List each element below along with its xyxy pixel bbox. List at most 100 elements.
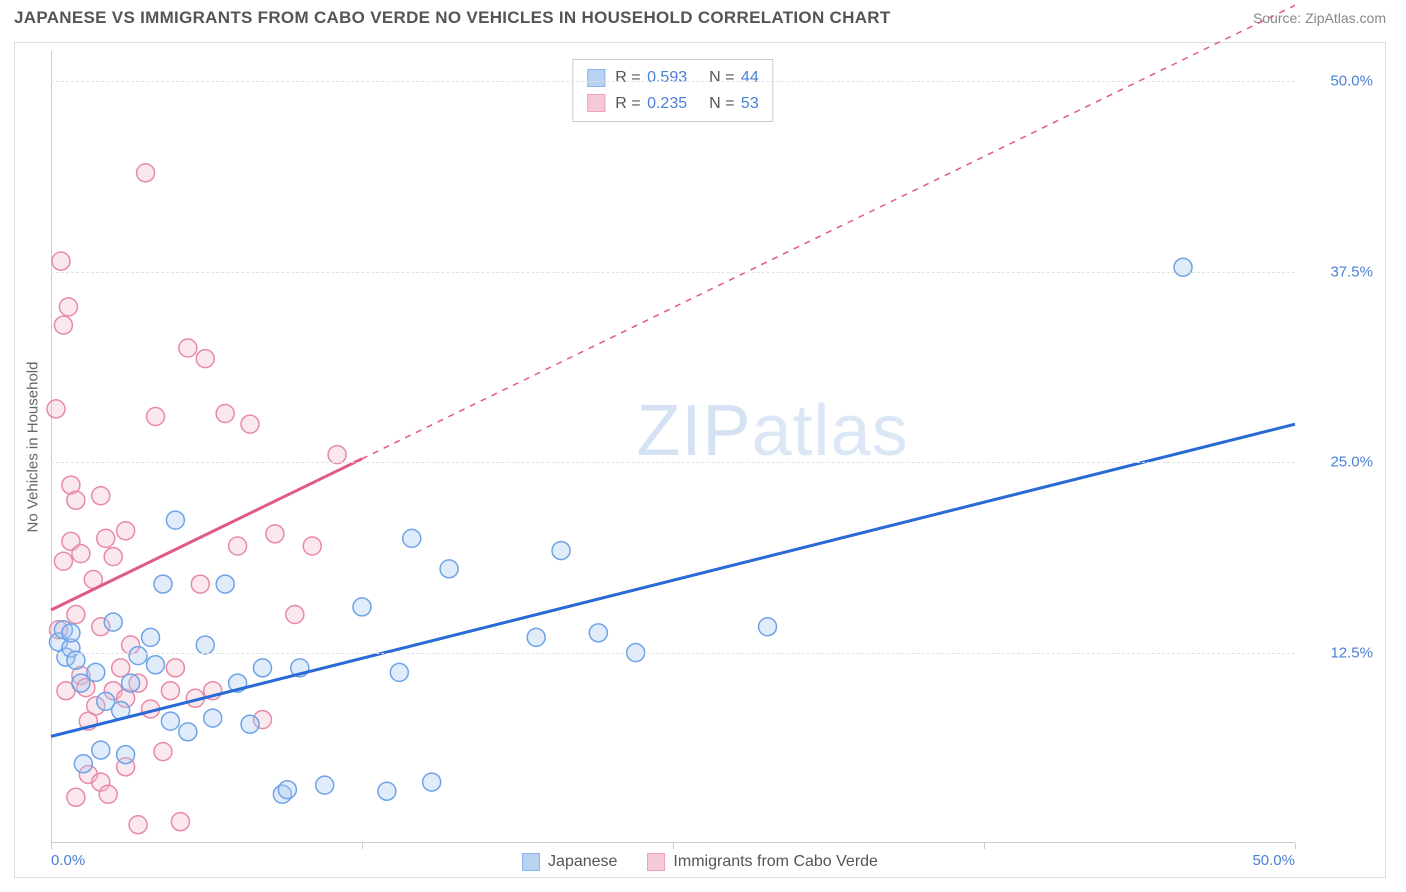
data-point-cabo_verde [97,529,115,547]
data-point-cabo_verde [92,487,110,505]
stats-legend: R = 0.593N = 44R = 0.235N = 53 [572,59,773,122]
data-point-japanese [74,755,92,773]
y-axis-label: No Vehicles in Household [25,362,42,533]
data-point-japanese [216,575,234,593]
data-point-japanese [253,659,271,677]
n-label: N = 44 [709,65,759,91]
data-point-cabo_verde [104,548,122,566]
r-value: 0.235 [647,95,687,112]
data-point-cabo_verde [67,788,85,806]
source-label: Source: ZipAtlas.com [1253,10,1386,26]
trendline-japanese [51,424,1295,736]
data-point-cabo_verde [161,682,179,700]
data-point-japanese [62,624,80,642]
data-point-japanese [87,663,105,681]
n-value: 53 [741,95,759,112]
data-point-japanese [204,709,222,727]
x-tick-label: 0.0% [51,852,85,869]
data-point-cabo_verde [303,537,321,555]
data-point-japanese [146,656,164,674]
data-point-cabo_verde [196,350,214,368]
x-tick-label: 50.0% [1252,852,1295,869]
trendline-dashed-cabo_verde [362,5,1295,458]
data-point-japanese [179,723,197,741]
data-point-japanese [142,628,160,646]
data-point-japanese [92,741,110,759]
y-tick-label: 12.5% [1330,644,1373,661]
data-point-cabo_verde [129,816,147,834]
data-point-japanese [154,575,172,593]
data-point-cabo_verde [266,525,284,543]
data-point-japanese [122,674,140,692]
gridline-h [51,653,1295,654]
data-point-cabo_verde [286,606,304,624]
legend-item-japanese: Japanese [522,853,617,871]
data-point-cabo_verde [54,316,72,334]
y-tick-label: 37.5% [1330,263,1373,280]
n-label: N = 53 [709,91,759,117]
data-point-cabo_verde [52,252,70,270]
data-point-japanese [196,636,214,654]
n-value: 44 [741,69,759,86]
data-point-cabo_verde [59,298,77,316]
gridline-h [51,81,1295,82]
data-point-cabo_verde [137,164,155,182]
data-point-cabo_verde [166,659,184,677]
data-point-cabo_verde [67,606,85,624]
swatch-japanese [522,853,540,871]
data-point-japanese [378,782,396,800]
legend-label: Japanese [548,853,617,871]
data-point-cabo_verde [117,522,135,540]
r-value: 0.593 [647,69,687,86]
data-point-japanese [759,618,777,636]
swatch-japanese [587,69,605,87]
data-point-cabo_verde [47,400,65,418]
data-point-japanese [241,715,259,733]
data-point-cabo_verde [216,404,234,422]
chart-header: JAPANESE VS IMMIGRANTS FROM CABO VERDE N… [0,0,1406,32]
data-point-japanese [117,746,135,764]
data-point-cabo_verde [154,743,172,761]
data-point-japanese [552,542,570,560]
stats-row-cabo_verde: R = 0.235 N = 53 [587,91,758,117]
data-point-japanese [278,781,296,799]
chart-title: JAPANESE VS IMMIGRANTS FROM CABO VERDE N… [14,8,891,28]
data-point-cabo_verde [72,545,90,563]
data-point-japanese [316,776,334,794]
legend-item-cabo_verde: Immigrants from Cabo Verde [647,853,878,871]
data-point-cabo_verde [229,537,247,555]
chart-container: No Vehicles in Household ZIPatlas R = 0.… [14,42,1386,878]
stats-row-japanese: R = 0.593N = 44 [587,65,758,91]
data-point-japanese [403,529,421,547]
swatch-cabo_verde [647,853,665,871]
plot-svg [51,51,1295,843]
gridline-h [51,462,1295,463]
data-point-japanese [1174,258,1192,276]
series-legend: Japanese Immigrants from Cabo Verde [522,853,878,871]
y-tick-label: 25.0% [1330,454,1373,471]
data-point-japanese [423,773,441,791]
data-point-cabo_verde [179,339,197,357]
x-tick [51,843,52,849]
data-point-cabo_verde [171,813,189,831]
y-tick-label: 50.0% [1330,73,1373,90]
x-tick [362,843,363,849]
data-point-japanese [527,628,545,646]
data-point-japanese [390,663,408,681]
data-point-cabo_verde [67,491,85,509]
data-point-cabo_verde [54,552,72,570]
data-point-japanese [166,511,184,529]
data-point-cabo_verde [146,408,164,426]
swatch-cabo_verde [587,94,605,112]
data-point-japanese [104,613,122,631]
data-point-japanese [129,647,147,665]
gridline-h [51,272,1295,273]
legend-label: Immigrants from Cabo Verde [673,853,878,871]
data-point-cabo_verde [99,785,117,803]
data-point-japanese [353,598,371,616]
x-tick [1295,843,1296,849]
data-point-japanese [161,712,179,730]
data-point-cabo_verde [241,415,259,433]
plot-area: No Vehicles in Household ZIPatlas R = 0.… [51,51,1295,843]
r-label: R = 0.235 [615,91,687,117]
